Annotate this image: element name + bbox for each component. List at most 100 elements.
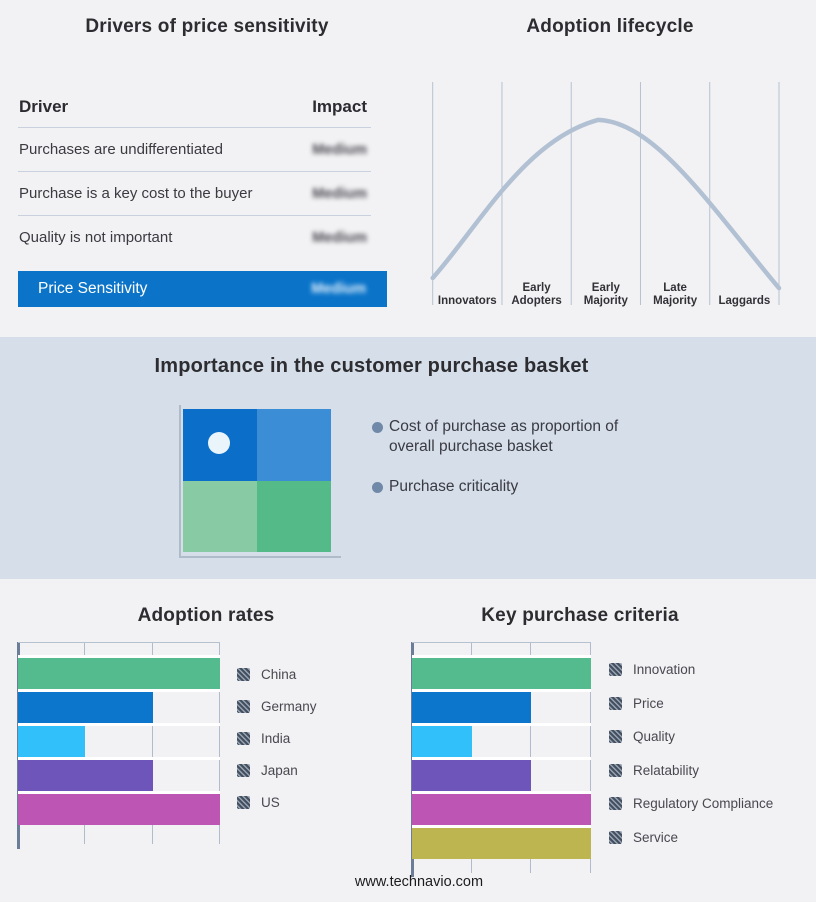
stage-label-line: Majority xyxy=(583,295,628,307)
bar-row xyxy=(412,723,591,757)
bar-slots xyxy=(18,655,220,825)
drivers-panel-title: Drivers of price sensitivity xyxy=(85,16,329,37)
stage-label-line: Late xyxy=(663,282,687,294)
drivers-table-header: Driver Impact xyxy=(18,88,371,128)
hatched-legend-marker-icon xyxy=(609,797,622,810)
lifecycle-stage-labels: Innovators Early Adopters Early Majority Late… xyxy=(433,276,779,310)
drivers-table: Driver Impact Purchases are undifferenti… xyxy=(18,88,371,259)
legend-item: Germany xyxy=(237,698,317,715)
price-sensitivity-highlight-row: Price Sensitivity Medium xyxy=(18,271,387,307)
bar-row xyxy=(412,825,591,859)
hatched-legend-marker-icon xyxy=(237,796,250,809)
bullet-item: Purchase criticality xyxy=(372,477,634,497)
plot-gridline xyxy=(151,643,153,844)
legend-label: Service xyxy=(633,829,679,845)
hatched-legend-marker-icon xyxy=(609,663,622,676)
table-row: Purchase is a key cost to the buyer Medi… xyxy=(18,172,371,216)
purchase-criteria-legend: Innovation Price Quality Relatability Regula… xyxy=(609,661,773,846)
bar-price xyxy=(412,692,532,723)
bar-row xyxy=(412,689,591,723)
legend-item: US xyxy=(237,794,317,811)
table-row: Quality is not important Medium xyxy=(18,216,371,259)
legend-label: Germany xyxy=(261,699,317,714)
hatched-legend-marker-icon xyxy=(609,696,622,710)
hatched-legend-marker-icon xyxy=(609,763,622,777)
legend-item: Regulatory Compliance xyxy=(609,795,773,812)
bar-quality xyxy=(412,726,472,757)
legend-item: Service xyxy=(609,829,773,846)
bar-india xyxy=(18,726,86,757)
legend-item: Relatability xyxy=(609,762,773,779)
adoption-bell-curve xyxy=(430,117,782,291)
stage-label-line: Early xyxy=(522,282,551,294)
legend-item: Price xyxy=(609,695,773,712)
bar-service xyxy=(412,828,591,859)
bar-row xyxy=(412,655,591,689)
adoption-rates-legend: China Germany India Japan US xyxy=(237,666,317,811)
driver-cell: Purchase is a key cost to the buyer xyxy=(19,185,253,202)
purchase-criteria-title: Key purchase criteria xyxy=(481,605,679,626)
stage-label-line: Innovators xyxy=(437,295,497,307)
bar-row xyxy=(18,757,220,791)
bar-row xyxy=(412,757,591,791)
impact-cell-blurred: Medium xyxy=(312,229,367,246)
impact-cell-blurred: Medium xyxy=(312,141,367,158)
stage-label-line: Majority xyxy=(653,295,698,307)
impact-cell-blurred: Medium xyxy=(312,185,367,202)
stage-label-line: Early xyxy=(591,282,620,294)
bar-relatability xyxy=(412,760,532,791)
hatched-legend-marker-icon xyxy=(237,668,250,681)
impact-cell-blurred: Medium xyxy=(311,281,366,297)
hatched-legend-marker-icon xyxy=(609,830,622,844)
quadrant-axes xyxy=(179,405,341,558)
impact-column-header: Impact xyxy=(312,97,367,116)
bar-us xyxy=(18,794,220,825)
lifecycle-panel-title: Adoption lifecycle xyxy=(526,16,694,37)
bar-germany xyxy=(18,692,153,723)
legend-label: Regulatory Compliance xyxy=(633,796,774,811)
hatched-legend-marker-icon xyxy=(237,700,250,713)
hatched-legend-marker-icon xyxy=(237,764,250,777)
bar-japan xyxy=(18,760,153,791)
legend-item: Japan xyxy=(237,762,317,779)
basket-bullet-list: Cost of purchase as proportion of overal… xyxy=(372,417,634,517)
legend-label: Relatability xyxy=(633,762,700,778)
lifecycle-stage-label: Innovators xyxy=(433,276,502,310)
quadrant-cell-top-right xyxy=(257,409,331,481)
stage-label-line: Adopters xyxy=(511,295,562,307)
bar-slots xyxy=(412,655,591,859)
legend-label: US xyxy=(261,795,280,810)
adoption-rates-plot xyxy=(18,642,220,844)
lifecycle-stage-label: Early Adopters xyxy=(502,276,571,310)
quadrant-cell-bottom-left xyxy=(183,480,257,552)
bar-regulatory-compliance xyxy=(412,794,591,825)
bullet-item: Cost of purchase as proportion of overal… xyxy=(372,417,634,457)
quadrant-cell-top-left xyxy=(183,409,257,481)
legend-label: China xyxy=(261,667,297,682)
lifecycle-stage-label: Early Majority xyxy=(571,276,640,310)
bar-innovation xyxy=(412,658,591,689)
bar-row xyxy=(18,791,220,825)
adoption-rates-title: Adoption rates xyxy=(137,605,275,626)
purchase-basket-band xyxy=(0,337,816,579)
legend-item: Innovation xyxy=(609,661,773,678)
price-sensitivity-label: Price Sensitivity xyxy=(38,280,148,297)
position-dot xyxy=(208,432,230,454)
lifecycle-stage-label: Laggards xyxy=(710,276,779,310)
footer-url[interactable]: www.technavio.com xyxy=(354,874,484,890)
table-row: Purchases are undifferentiated Medium xyxy=(18,128,371,172)
quadrant-matrix xyxy=(183,409,331,552)
stage-label-line: Laggards xyxy=(718,295,771,307)
bar-row xyxy=(18,689,220,723)
bar-china xyxy=(18,658,220,689)
legend-item: Quality xyxy=(609,728,773,745)
hatched-legend-marker-icon xyxy=(237,732,250,745)
legend-label: Innovation xyxy=(633,662,696,677)
bar-row xyxy=(412,791,591,825)
legend-label: Price xyxy=(633,695,664,711)
legend-item: India xyxy=(237,730,317,747)
driver-column-header: Driver xyxy=(19,97,69,116)
legend-label: Quality xyxy=(633,729,676,744)
adoption-lifecycle-chart: Innovators Early Adopters Early Majority Late… xyxy=(420,78,788,310)
